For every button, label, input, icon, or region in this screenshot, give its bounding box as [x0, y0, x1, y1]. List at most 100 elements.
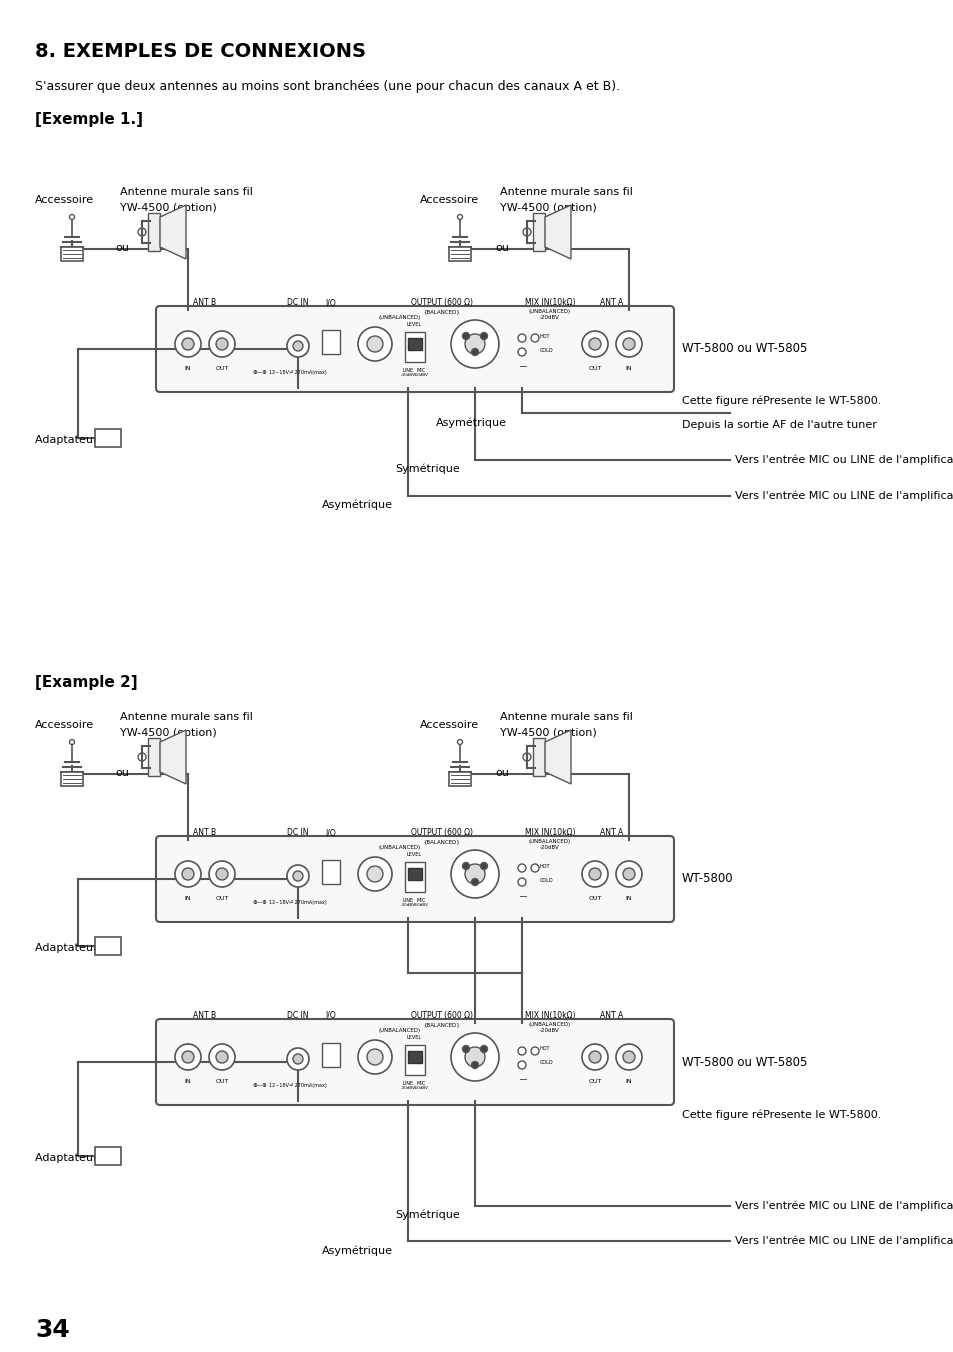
Circle shape: [522, 753, 531, 761]
Bar: [408, 338, 421, 350]
Text: LEVEL: LEVEL: [406, 852, 421, 857]
Text: -20dBV: -20dBV: [539, 1028, 559, 1033]
Circle shape: [457, 740, 462, 745]
Text: Vers l'entrée MIC ou LINE de l'amplificateur: Vers l'entrée MIC ou LINE de l'amplifica…: [734, 491, 953, 502]
Bar: [322, 860, 339, 884]
Bar: [61, 772, 83, 786]
Text: ANT A: ANT A: [599, 1011, 623, 1019]
Circle shape: [616, 331, 641, 357]
Text: [Exemple 1.]: [Exemple 1.]: [35, 112, 143, 127]
Text: (UNBALANCED): (UNBALANCED): [378, 1028, 420, 1033]
Circle shape: [588, 338, 600, 350]
Text: {BALANCED}: {BALANCED}: [423, 840, 460, 844]
Text: 12~18V⏎ 270mA(max): 12~18V⏎ 270mA(max): [269, 900, 327, 904]
Text: ou: ou: [115, 768, 129, 777]
Text: MIC: MIC: [416, 1082, 425, 1086]
Text: OUT: OUT: [588, 896, 601, 900]
Text: WT-5800 ou WT-5805: WT-5800 ou WT-5805: [681, 1056, 806, 1068]
Text: Adaptateur CA: Adaptateur CA: [35, 435, 116, 445]
Text: YW-4500 (option): YW-4500 (option): [120, 727, 216, 738]
Text: S'assurer que deux antennes au moins sont branchées (une pour chacun des canaux : S'assurer que deux antennes au moins son…: [35, 80, 619, 93]
Circle shape: [174, 1044, 201, 1069]
Text: OUTPUT (600 Ω): OUTPUT (600 Ω): [411, 1011, 473, 1019]
Text: LINE: LINE: [402, 368, 414, 373]
FancyBboxPatch shape: [156, 1019, 673, 1105]
Circle shape: [464, 334, 484, 354]
Circle shape: [616, 1044, 641, 1069]
Text: ANT A: ANT A: [599, 297, 623, 307]
Polygon shape: [160, 730, 186, 784]
Text: Antenne murale sans fil: Antenne murale sans fil: [499, 713, 632, 722]
Text: ou: ou: [495, 243, 508, 253]
Circle shape: [471, 349, 478, 356]
Circle shape: [174, 331, 201, 357]
Text: YW-4500 (option): YW-4500 (option): [499, 727, 597, 738]
Text: Vers l'entrée MIC ou LINE de l'amplificateur: Vers l'entrée MIC ou LINE de l'amplifica…: [734, 1236, 953, 1247]
Text: Accessoire: Accessoire: [419, 721, 478, 730]
Circle shape: [471, 879, 478, 886]
Circle shape: [357, 327, 392, 361]
Circle shape: [480, 863, 487, 869]
Text: Asymétrique: Asymétrique: [436, 416, 506, 427]
Text: (UNBALANCED): (UNBALANCED): [378, 845, 420, 850]
Circle shape: [622, 868, 635, 880]
Text: IN: IN: [625, 366, 632, 370]
Circle shape: [287, 335, 309, 357]
Text: -20dBV: -20dBV: [539, 845, 559, 850]
Bar: [408, 1051, 421, 1063]
Circle shape: [182, 868, 193, 880]
Text: Accessoire: Accessoire: [35, 195, 94, 206]
Circle shape: [531, 1046, 538, 1055]
Circle shape: [182, 338, 193, 350]
Text: -30dBV: -30dBV: [400, 1086, 416, 1090]
Circle shape: [457, 215, 462, 219]
Text: Antenne murale sans fil: Antenne murale sans fil: [499, 187, 632, 197]
Bar: [95, 429, 121, 448]
Circle shape: [462, 333, 469, 339]
Circle shape: [215, 1051, 228, 1063]
Text: 12~18V⏎ 270mA(max): 12~18V⏎ 270mA(max): [269, 1083, 327, 1088]
Circle shape: [451, 1033, 498, 1082]
Text: HOT: HOT: [539, 864, 550, 868]
Circle shape: [622, 338, 635, 350]
Bar: [322, 1042, 339, 1067]
Circle shape: [517, 1046, 525, 1055]
Text: OUTPUT (600 Ω): OUTPUT (600 Ω): [411, 827, 473, 837]
Text: -30dBV: -30dBV: [400, 903, 416, 907]
Text: COLD: COLD: [539, 1060, 553, 1065]
Circle shape: [471, 1061, 478, 1068]
Text: OUT: OUT: [215, 366, 229, 370]
Text: Depuis la sortie AF de l'autre tuner: Depuis la sortie AF de l'autre tuner: [681, 420, 876, 430]
Text: MIX IN(10kΩ): MIX IN(10kΩ): [524, 297, 575, 307]
Text: COLD: COLD: [539, 877, 553, 883]
Circle shape: [367, 867, 382, 882]
Text: IN: IN: [185, 366, 192, 370]
Circle shape: [357, 1040, 392, 1073]
Circle shape: [531, 334, 538, 342]
Text: I/O: I/O: [325, 297, 336, 307]
Text: MIX IN(10kΩ): MIX IN(10kΩ): [524, 827, 575, 837]
Text: DC IN: DC IN: [287, 1011, 309, 1019]
Circle shape: [517, 1061, 525, 1069]
Text: -30dBV: -30dBV: [400, 373, 416, 377]
Text: HOT: HOT: [539, 334, 550, 338]
Text: Cette figure réPresente le WT-5800.: Cette figure réPresente le WT-5800.: [681, 396, 881, 407]
Text: MIC: MIC: [416, 898, 425, 903]
Bar: [405, 863, 424, 892]
Circle shape: [517, 864, 525, 872]
Text: LEVEL: LEVEL: [406, 1036, 421, 1040]
Text: LINE: LINE: [402, 1082, 414, 1086]
Text: Antenne murale sans fil: Antenne murale sans fil: [120, 713, 253, 722]
Circle shape: [588, 868, 600, 880]
Circle shape: [480, 1045, 487, 1052]
Circle shape: [209, 861, 234, 887]
Text: IN: IN: [625, 896, 632, 900]
Bar: [322, 330, 339, 354]
Text: Asymétrique: Asymétrique: [322, 1245, 393, 1256]
Circle shape: [293, 341, 303, 352]
Circle shape: [70, 215, 74, 219]
Text: I/O: I/O: [325, 827, 336, 837]
Text: I/O: I/O: [325, 1011, 336, 1019]
Text: MIC: MIC: [416, 368, 425, 373]
Text: -60dBV: -60dBV: [413, 373, 428, 377]
